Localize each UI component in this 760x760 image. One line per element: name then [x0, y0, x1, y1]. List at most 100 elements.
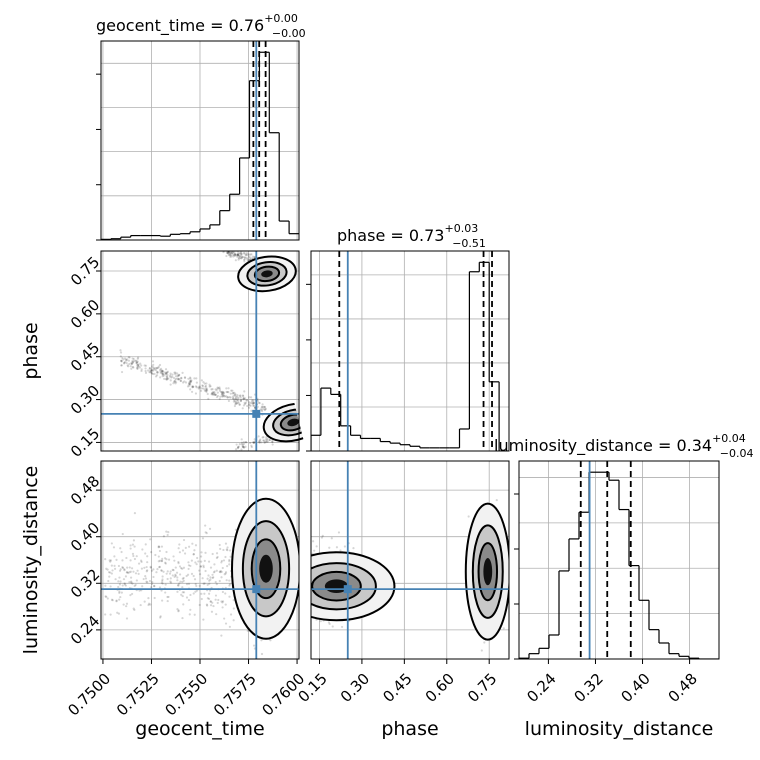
scatter-geocent-time-vs-phase-point-16 — [205, 389, 208, 393]
scatter-geocent-time-vs-phase-point-148 — [161, 369, 165, 373]
scatter-phase-vs-luminosity-distance-point-123 — [308, 598, 310, 600]
scatter-geocent-time-vs-phase-point-565 — [265, 440, 268, 444]
scatter-geocent-time-vs-luminosity-distance-point-498 — [119, 580, 122, 583]
scatter-geocent-time-vs-phase-point-112 — [136, 357, 139, 360]
scatter-geocent-time-vs-luminosity-distance-point-79 — [219, 571, 222, 574]
scatter-geocent-time-vs-phase-point-488 — [236, 253, 239, 257]
scatter-geocent-time-vs-phase-point-563 — [252, 441, 255, 444]
scatter-geocent-time-vs-luminosity-distance-point-452 — [123, 583, 126, 586]
scatter-geocent-time-vs-luminosity-distance-point-150 — [220, 576, 223, 579]
scatter-geocent-time-vs-luminosity-distance-point-171 — [145, 570, 148, 573]
scatter-geocent-time-vs-phase-point-200 — [247, 403, 251, 406]
scatter-geocent-time-vs-phase-point-383 — [226, 246, 228, 248]
scatter-phase-vs-luminosity-distance-point-296 — [343, 545, 346, 548]
scatter-phase-vs-luminosity-distance-point-30 — [312, 540, 315, 543]
scatter-geocent-time-vs-luminosity-distance-point-181 — [148, 579, 152, 583]
scatter-geocent-time-vs-luminosity-distance-point-38 — [224, 542, 228, 545]
scatter-geocent-time-vs-luminosity-distance-point-405 — [157, 546, 160, 549]
scatter-geocent-time-vs-luminosity-distance-point-203 — [177, 560, 180, 564]
ytick-label-luminosity-distance-3: 0.48 — [67, 472, 103, 508]
scatter-geocent-time-vs-phase-point-487 — [237, 252, 241, 255]
scatter-geocent-time-vs-phase-point-356 — [188, 380, 191, 384]
scatter-geocent-time-vs-luminosity-distance-point-170 — [204, 524, 207, 527]
scatter-geocent-time-vs-luminosity-distance-point-311 — [221, 601, 224, 604]
xtick-label-geocent-time-3: 0.7575 — [210, 670, 260, 720]
scatter-geocent-time-vs-phase-point-228 — [151, 360, 155, 363]
scatter-phase-vs-luminosity-distance-point-409 — [301, 605, 303, 607]
scatter-geocent-time-vs-luminosity-distance-point-162 — [181, 616, 184, 620]
scatter-geocent-time-vs-phase-point-294 — [215, 389, 218, 392]
scatter-geocent-time-vs-luminosity-distance-point-84 — [122, 578, 126, 581]
scatter-geocent-time-vs-luminosity-distance-point-109 — [181, 591, 184, 594]
scatter-geocent-time-vs-luminosity-distance-point-199 — [195, 563, 198, 566]
scatter-geocent-time-vs-luminosity-distance-point-480 — [153, 585, 156, 588]
scatter-geocent-time-vs-phase-point-104 — [243, 401, 246, 404]
xaxis-geocent-time: 0.75000.75250.75500.75750.7600geocent_ti… — [64, 659, 308, 740]
scatter-geocent-time-vs-luminosity-distance-point-319 — [146, 555, 149, 558]
scatter-geocent-time-vs-phase-point-43 — [190, 379, 193, 382]
scatter-geocent-time-vs-luminosity-distance-point-123 — [224, 572, 227, 575]
scatter-geocent-time-vs-phase-point-165 — [234, 392, 237, 396]
scatter-geocent-time-vs-luminosity-distance-point-322 — [119, 568, 122, 571]
scatter-geocent-time-vs-luminosity-distance-point-198 — [209, 600, 212, 603]
scatter-geocent-time-vs-phase-point-17 — [177, 377, 180, 381]
scatter-geocent-time-vs-phase-point-287 — [160, 369, 164, 372]
scatter-geocent-time-vs-phase-point-477 — [232, 252, 235, 255]
scatter-phase-vs-luminosity-distance-point-37 — [340, 625, 344, 629]
scatter-phase-vs-luminosity-distance-point-327 — [352, 547, 355, 550]
scatter-geocent-time-vs-phase-point-589 — [263, 441, 266, 444]
scatter-geocent-time-vs-phase-point-120 — [205, 389, 208, 392]
scatter-geocent-time-vs-phase-point-30 — [236, 398, 239, 401]
scatter-geocent-time-vs-phase-point-539 — [262, 436, 265, 439]
scatter-phase-vs-luminosity-distance-point-218 — [306, 579, 308, 581]
scatter-geocent-time-vs-luminosity-distance-point-491 — [129, 594, 132, 597]
scatter-geocent-time-vs-phase-point-310 — [176, 374, 179, 377]
scatter-geocent-time-vs-phase-point-475 — [232, 255, 235, 258]
scatter-geocent-time-vs-phase-point-307 — [166, 377, 169, 380]
scatter-geocent-time-vs-phase-point-15 — [242, 397, 245, 400]
scatter-geocent-time-vs-phase-point-81 — [257, 401, 260, 404]
scatter-geocent-time-vs-luminosity-distance-point-15 — [220, 561, 223, 564]
xlabel-phase: phase — [381, 718, 438, 740]
scatter-geocent-time-vs-phase-point-61 — [238, 403, 241, 406]
scatter-geocent-time-vs-luminosity-distance-point-158 — [207, 560, 211, 563]
scatter-geocent-time-vs-luminosity-distance-point-289 — [125, 556, 128, 560]
scatter-geocent-time-vs-phase-point-238 — [177, 375, 180, 378]
scatter-geocent-time-vs-phase-point-318 — [195, 386, 198, 389]
scatter-geocent-time-vs-phase-point-362 — [233, 394, 236, 397]
scatter-geocent-time-vs-phase-point-582 — [236, 446, 240, 449]
scatter-geocent-time-vs-luminosity-distance-point-193 — [147, 596, 150, 600]
scatter-geocent-time-vs-phase-point-251 — [219, 390, 223, 394]
scatter-geocent-time-vs-phase-lower-contour-3 — [287, 418, 300, 427]
scatter-geocent-time-vs-phase-point-257 — [214, 388, 217, 391]
scatter-geocent-time-vs-luminosity-distance-point-391 — [192, 574, 195, 578]
scatter-geocent-time-vs-luminosity-distance-point-377 — [181, 549, 185, 552]
scatter-geocent-time-vs-phase-point-573 — [242, 446, 246, 449]
scatter-geocent-time-vs-phase-point-286 — [203, 382, 206, 385]
scatter-geocent-time-vs-luminosity-distance-point-77 — [133, 512, 137, 515]
scatter-geocent-time-vs-phase-point-253 — [204, 384, 208, 388]
scatter-geocent-time-vs-phase-point-491 — [233, 254, 236, 257]
scatter-geocent-time-vs-phase-point-39 — [239, 396, 242, 399]
scatter-geocent-time-vs-luminosity-distance-point-307 — [152, 568, 155, 571]
scatter-geocent-time-vs-luminosity-distance-point-131 — [200, 597, 203, 601]
scatter-geocent-time-vs-phase-point-136 — [163, 377, 166, 381]
scatter-geocent-time-vs-luminosity-distance-point-389 — [129, 544, 132, 547]
scatter-geocent-time-vs-luminosity-distance-point-441 — [132, 570, 135, 573]
scatter-geocent-time-vs-phase-point-390 — [234, 259, 237, 262]
scatter-geocent-time-vs-phase-point-193 — [239, 399, 243, 402]
scatter-geocent-time-vs-luminosity-distance-point-65 — [138, 589, 141, 592]
scatter-geocent-time-vs-phase-point-266 — [135, 361, 138, 365]
scatter-geocent-time-vs-phase-point-446 — [229, 254, 232, 257]
scatter-geocent-time-vs-luminosity-distance-point-652 — [260, 652, 264, 656]
scatter-geocent-time-vs-luminosity-distance-panel — [100, 460, 300, 660]
scatter-geocent-time-vs-luminosity-distance-point-9 — [214, 594, 218, 597]
scatter-geocent-time-vs-luminosity-distance-point-263 — [207, 574, 210, 577]
scatter-geocent-time-vs-luminosity-distance-point-402 — [150, 582, 154, 585]
scatter-geocent-time-vs-luminosity-distance-point-365 — [213, 563, 216, 566]
scatter-geocent-time-vs-luminosity-distance-point-432 — [166, 577, 169, 581]
xlabel-luminosity-distance: luminosity_distance — [525, 718, 714, 740]
ytick-label-luminosity-distance-1: 0.32 — [67, 565, 103, 601]
scatter-geocent-time-vs-phase-point-411 — [229, 247, 231, 249]
scatter-geocent-time-vs-luminosity-distance-point-308 — [176, 608, 179, 611]
